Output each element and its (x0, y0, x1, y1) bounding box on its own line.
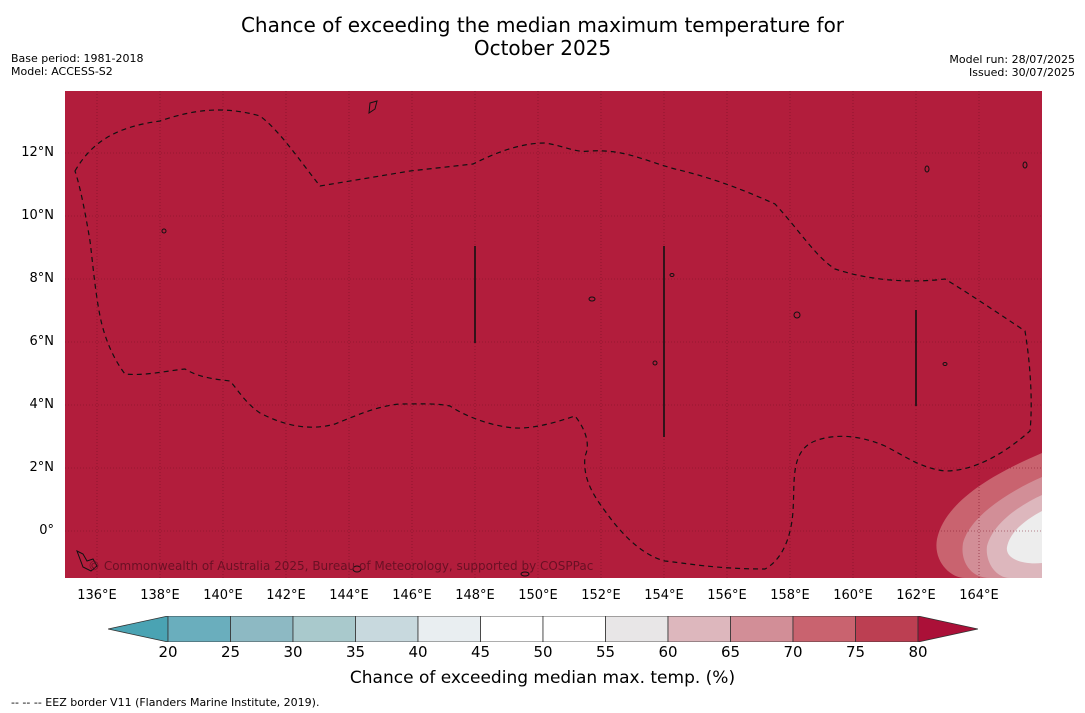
lat-label: 4°N (29, 397, 55, 412)
lon-label: 164°E (959, 588, 999, 603)
colorbar-tick-label: 35 (345, 643, 366, 661)
eez-footnote: -- -- -- EEZ border V11 (Flanders Marine… (11, 696, 320, 709)
colorbar-segment (417, 616, 481, 642)
island-guam (368, 100, 378, 115)
eez-borders (74, 109, 1032, 570)
colorbar-tick-label: 25 (220, 643, 241, 661)
lon-label: 154°E (644, 588, 684, 603)
map-panel (65, 91, 1042, 578)
lon-label: 140°E (203, 588, 243, 603)
lat-label: 0° (39, 523, 54, 538)
lon-label: 148°E (455, 588, 495, 603)
model-name: Model: ACCESS-S2 (11, 65, 113, 78)
colorbar-segment (605, 616, 669, 642)
colorbar-segment (355, 616, 419, 642)
colorbar-segment (230, 616, 294, 642)
colorbar-segment (667, 616, 731, 642)
island-yap (161, 228, 167, 234)
colorbar-tick-label: 55 (595, 643, 616, 661)
lat-label: 10°N (21, 208, 54, 223)
lon-label: 160°E (833, 588, 873, 603)
title-line-1: Chance of exceeding the median maximum t… (240, 13, 845, 37)
colorbar-label: Chance of exceeding median max. temp. (%… (349, 668, 736, 688)
colorbar-tick-label: 60 (658, 643, 678, 661)
colorbar-tick-label: 50 (533, 643, 553, 661)
eez-border-palau-fsm (74, 109, 1032, 570)
colorbar (108, 616, 978, 642)
lon-label: 146°E (392, 588, 432, 603)
colorbar-tick-label: 30 (283, 643, 303, 661)
colorbar-extend-low (108, 616, 169, 642)
lon-label: 158°E (770, 588, 810, 603)
colorbar-tick-label: 45 (470, 643, 491, 661)
meta-left: Base period: 1981-2018 Model: ACCESS-S2 (11, 52, 143, 78)
lat-label: 2°N (29, 460, 55, 475)
colorbar-tick-label: 70 (783, 643, 803, 661)
colorbar-tick-label: 80 (908, 643, 928, 661)
lon-label: 156°E (707, 588, 747, 603)
chart-title: Chance of exceeding the median maximum t… (0, 14, 1085, 60)
lon-label: 162°E (896, 588, 936, 603)
islands (76, 100, 1028, 577)
graticule (65, 91, 1042, 578)
colorbar-extend-high (917, 616, 978, 642)
lon-label: 150°E (518, 588, 558, 603)
island-atoll-6 (520, 571, 530, 577)
lon-label: 144°E (329, 588, 369, 603)
island-kosrae (942, 362, 948, 366)
lat-label: 6°N (29, 334, 55, 349)
issued-date: Issued: 30/07/2025 (968, 66, 1075, 79)
colorbar-segment (730, 616, 794, 642)
lon-label: 136°E (77, 588, 117, 603)
title-line-2: October 2025 (473, 36, 612, 60)
island-palau (76, 549, 98, 572)
island-atoll-1 (652, 360, 658, 366)
island-atoll-3 (1022, 161, 1028, 169)
colorbar-segment (292, 616, 356, 642)
colorbar-tick-label: 75 (845, 643, 866, 661)
colorbar-segment (855, 616, 919, 642)
colorbar-tick-label: 65 (720, 643, 741, 661)
colorbar-tick-label: 40 (408, 643, 428, 661)
island-chuuk (588, 296, 596, 302)
boundary-lines (474, 246, 917, 437)
colorbar-segment (167, 616, 231, 642)
base-period: Base period: 1981-2018 (11, 52, 144, 65)
lon-label: 138°E (140, 588, 180, 603)
island-atoll-2 (669, 273, 675, 277)
colorbar-segment (480, 616, 544, 642)
island-atoll-4 (924, 165, 930, 173)
lat-label: 12°N (21, 145, 54, 160)
island-pohnpei (793, 311, 801, 319)
probability-contours (936, 453, 1042, 578)
lon-label: 152°E (581, 588, 621, 603)
contour-55 (1006, 511, 1042, 564)
model-run: Model run: 28/07/2025 (949, 53, 1075, 66)
map-svg (65, 91, 1042, 578)
lon-label: 142°E (266, 588, 306, 603)
island-atoll-5 (352, 565, 362, 573)
copyright-notice: © Commonwealth of Australia 2025, Bureau… (88, 559, 594, 573)
colorbar-tick-label: 20 (158, 643, 178, 661)
meta-right: Model run: 28/07/2025 Issued: 30/07/2025 (949, 53, 1075, 79)
colorbar-segment (542, 616, 606, 642)
colorbar-segment (792, 616, 856, 642)
lat-label: 8°N (29, 271, 55, 286)
